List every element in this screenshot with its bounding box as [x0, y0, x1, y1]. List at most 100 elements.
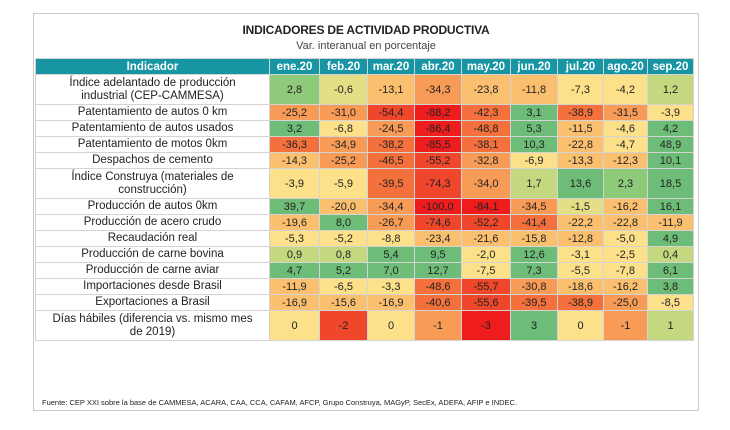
value-cell: -55,7	[461, 278, 511, 295]
value-cell: 0,8	[319, 246, 368, 263]
value-cell: -3,3	[367, 278, 415, 295]
value-cell: -12,8	[557, 230, 604, 247]
value-cell: 3,8	[647, 278, 694, 295]
value-cell: 8,0	[319, 214, 368, 231]
value-cell: -55,6	[461, 294, 511, 311]
value-cell: -4,6	[603, 120, 648, 137]
value-cell: -7,5	[461, 262, 511, 279]
value-cell: -31,5	[603, 104, 648, 121]
value-cell: -6,5	[319, 278, 368, 295]
value-cell: -6,8	[319, 120, 368, 137]
value-cell: -74,3	[414, 168, 462, 199]
value-cell: 5,3	[510, 120, 558, 137]
value-cell: 0	[269, 310, 320, 341]
table-row: Patentamiento de motos 0km -36,3 -34,9 -38,…	[35, 136, 694, 153]
value-cell: -22,2	[557, 214, 604, 231]
value-cell: 1,7	[510, 168, 558, 199]
value-cell: 16,1	[647, 198, 694, 215]
row-label: Índice adelantado de producción industri…	[35, 74, 270, 105]
value-cell: -5,0	[603, 230, 648, 247]
header-row: Indicador ene.20 feb.20 mar.20 abr.20 may.20…	[35, 58, 694, 75]
value-cell: -38,9	[557, 104, 604, 121]
value-cell: -25,0	[603, 294, 648, 311]
value-cell: -4,7	[603, 136, 648, 153]
value-cell: -13,3	[557, 152, 604, 169]
value-cell: -34,4	[367, 198, 415, 215]
value-cell: 4,7	[269, 262, 320, 279]
value-cell: -5,2	[319, 230, 368, 247]
value-cell: -38,2	[367, 136, 415, 153]
value-cell: -85,5	[414, 136, 462, 153]
row-label: Importaciones desde Brasil	[35, 278, 270, 295]
row-label: Recaudación real	[35, 230, 270, 247]
value-cell: -20,0	[319, 198, 368, 215]
value-cell: 48,9	[647, 136, 694, 153]
value-cell: -8,5	[647, 294, 694, 311]
value-cell: -84,1	[461, 198, 511, 215]
value-cell: -55,2	[414, 152, 462, 169]
table-row: Recaudación real -5,3 -5,2 -8,8 -23,4 -21,6 -1…	[35, 230, 694, 247]
value-cell: -6,9	[510, 152, 558, 169]
value-cell: -3,9	[269, 168, 320, 199]
row-label: Producción de acero crudo	[35, 214, 270, 231]
value-cell: 3	[510, 310, 558, 341]
value-cell: -38,1	[461, 136, 511, 153]
value-cell: -0,6	[319, 74, 368, 105]
table-row: Exportaciones a Brasil -16,9 -15,6 -16,9 -40…	[35, 294, 694, 311]
source-note: Fuente: CEP XXI sobre la base de CAMMESA…	[42, 398, 518, 407]
row-label: Producción de carne aviar	[35, 262, 270, 279]
value-cell: 1,2	[647, 74, 694, 105]
value-cell: -14,3	[269, 152, 320, 169]
value-cell: -19,6	[269, 214, 320, 231]
value-cell: -11,5	[557, 120, 604, 137]
value-cell: 4,9	[647, 230, 694, 247]
value-cell: -24,5	[367, 120, 415, 137]
value-cell: 9,5	[414, 246, 462, 263]
value-cell: 10,1	[647, 152, 694, 169]
value-cell: -8,8	[367, 230, 415, 247]
table-subtitle: Var. interanual en porcentaje	[296, 40, 436, 52]
value-cell: 7,3	[510, 262, 558, 279]
value-cell: -34,3	[414, 74, 462, 105]
row-label: Despachos de cemento	[35, 152, 270, 169]
row-label: Exportaciones a Brasil	[35, 294, 270, 311]
value-cell: -3,9	[647, 104, 694, 121]
value-cell: -46,5	[367, 152, 415, 169]
table-row: Producción de acero crudo -19,6 8,0 -26,7 -7…	[35, 214, 694, 231]
value-cell: 12,7	[414, 262, 462, 279]
value-cell: -5,9	[319, 168, 368, 199]
value-cell: -40,6	[414, 294, 462, 311]
value-cell: -11,9	[269, 278, 320, 295]
value-cell: 39,7	[269, 198, 320, 215]
value-cell: 6,1	[647, 262, 694, 279]
value-cell: -7,3	[557, 74, 604, 105]
value-cell: -12,3	[603, 152, 648, 169]
value-cell: 3,1	[510, 104, 558, 121]
value-cell: -36,3	[269, 136, 320, 153]
value-cell: 2,3	[603, 168, 648, 199]
value-cell: -2,5	[603, 246, 648, 263]
value-cell: -41,4	[510, 214, 558, 231]
value-cell: -22,8	[603, 214, 648, 231]
row-label: Patentamiento de autos 0 km	[35, 104, 270, 121]
header-feb-20: feb.20	[319, 58, 368, 75]
value-cell: 0,4	[647, 246, 694, 263]
value-cell: -16,9	[269, 294, 320, 311]
value-cell: 0	[367, 310, 415, 341]
value-cell: 5,2	[319, 262, 368, 279]
row-label: Patentamiento de motos 0km	[35, 136, 270, 153]
value-cell: 13,6	[557, 168, 604, 199]
value-cell: 1	[647, 310, 694, 341]
value-cell: -23,4	[414, 230, 462, 247]
value-cell: -1	[603, 310, 648, 341]
value-cell: -38,9	[557, 294, 604, 311]
table-row: Producción de autos 0km 39,7 -20,0 -34,4 -10…	[35, 198, 694, 215]
value-cell: -26,7	[367, 214, 415, 231]
value-cell: -18,6	[557, 278, 604, 295]
value-cell: -86,4	[414, 120, 462, 137]
header-ago-20: ago.20	[603, 58, 648, 75]
value-cell: -48,8	[461, 120, 511, 137]
value-cell: 2,8	[269, 74, 320, 105]
value-cell: -11,9	[647, 214, 694, 231]
value-cell: -52,2	[461, 214, 511, 231]
